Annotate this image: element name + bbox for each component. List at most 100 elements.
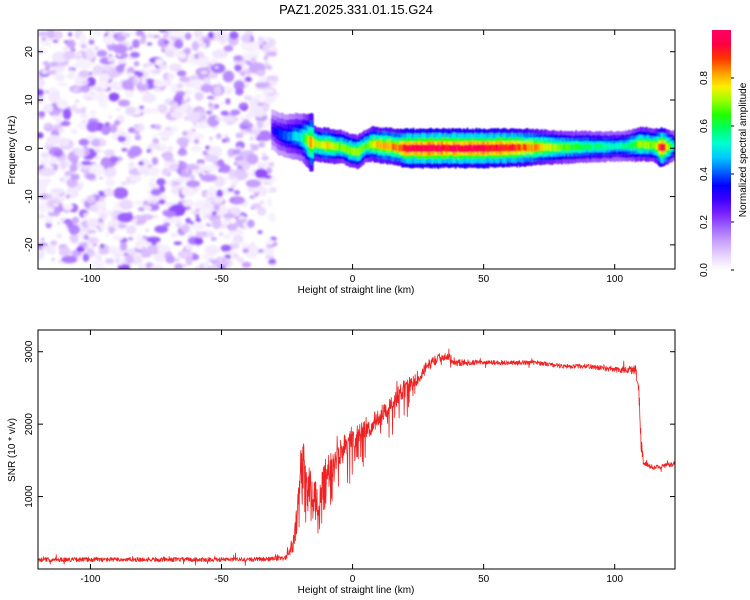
- ridge-cell: [323, 142, 326, 149]
- ridge-cell: [322, 141, 325, 148]
- noise-blob: [69, 164, 78, 173]
- ridge-cell: [328, 142, 331, 149]
- noise-blob: [217, 81, 222, 85]
- ridge-cell: [479, 144, 482, 152]
- noise-blob: [193, 230, 198, 233]
- noise-blob: [86, 76, 96, 88]
- ridge-cell: [405, 144, 407, 152]
- ridge-cell: [667, 143, 669, 150]
- noise-blob: [86, 241, 96, 250]
- noise-blob: [196, 159, 205, 165]
- noise-blob: [173, 49, 180, 56]
- ridge-cell: [297, 133, 300, 142]
- noise-blob: [56, 81, 69, 87]
- noise-blob: [87, 229, 97, 234]
- noise-blob: [216, 133, 222, 139]
- noise-blob: [245, 179, 261, 188]
- noise-blob: [238, 215, 246, 220]
- noise-blob: [173, 241, 182, 245]
- noise-blob: [246, 128, 253, 133]
- ridge-cell: [410, 144, 412, 153]
- ridge-cell: [461, 144, 464, 153]
- noise-blob: [53, 150, 63, 156]
- noise-blob: [122, 30, 126, 33]
- x-tick-label: 0: [350, 274, 356, 285]
- noise-blob: [261, 151, 266, 156]
- noise-blob: [89, 109, 97, 117]
- noise-blob: [84, 149, 90, 156]
- ridge-cell: [467, 144, 470, 152]
- ridge-cell: [315, 141, 318, 148]
- noise-blob: [48, 91, 61, 103]
- noise-blob: [81, 160, 92, 166]
- noise-blob: [229, 177, 235, 181]
- noise-blob: [82, 253, 90, 262]
- noise-blob: [150, 188, 162, 196]
- noise-blob: [139, 264, 147, 269]
- ridge-cell: [359, 146, 361, 154]
- ridge-cell: [349, 146, 352, 154]
- ridge-cell: [570, 144, 572, 151]
- noise-blob: [203, 214, 209, 219]
- ridge-cell: [592, 143, 595, 150]
- noise-blob: [46, 199, 60, 208]
- ridge-cell: [452, 144, 454, 153]
- noise-blob: [153, 252, 168, 263]
- noise-blob: [210, 237, 217, 241]
- noise-blob: [125, 72, 136, 78]
- noise-blob: [170, 232, 177, 238]
- noise-blob: [120, 131, 127, 137]
- noise-blob: [57, 222, 60, 225]
- ridge-cell: [373, 141, 376, 148]
- noise-blob: [167, 73, 175, 80]
- noise-blob: [182, 95, 188, 101]
- noise-blob: [41, 37, 47, 41]
- ridge-cell: [355, 148, 357, 155]
- noise-blob: [40, 238, 45, 241]
- noise-blob: [161, 151, 174, 160]
- ridge-cell: [428, 144, 431, 152]
- noise-blob: [225, 177, 230, 181]
- noise-blob: [113, 187, 129, 199]
- ridge-cell: [288, 132, 291, 141]
- noise-blob: [136, 81, 149, 92]
- noise-blob: [96, 93, 108, 104]
- ridge-cell: [292, 131, 294, 141]
- noise-blob: [249, 128, 261, 136]
- ridge-cell: [393, 143, 395, 151]
- noise-blob: [256, 102, 265, 106]
- ridge-cell: [414, 144, 416, 152]
- noise-blob: [139, 37, 147, 45]
- ridge-cell: [360, 146, 363, 153]
- ridge-cell: [640, 141, 643, 148]
- noise-blob: [59, 128, 65, 133]
- ridge-cell: [673, 143, 675, 149]
- ridge-cell: [436, 144, 439, 153]
- ridge-cell: [453, 144, 456, 152]
- noise-blob: [195, 231, 204, 239]
- ridge-cell: [660, 143, 663, 152]
- ridge-cell: [272, 126, 275, 135]
- ridge-cell: [626, 143, 629, 150]
- noise-blob: [249, 136, 254, 141]
- ridge-cell: [530, 144, 533, 152]
- noise-blob: [223, 218, 228, 223]
- ridge-cell: [522, 143, 525, 151]
- ridge-cell: [369, 141, 372, 148]
- noise-blob: [128, 163, 132, 167]
- noise-blob: [145, 229, 149, 232]
- ridge-cell: [336, 143, 339, 150]
- noise-blob: [46, 30, 55, 40]
- noise-blob: [125, 106, 136, 115]
- ridge-cell: [444, 144, 447, 152]
- noise-blob: [132, 39, 140, 49]
- noise-blob: [128, 127, 136, 133]
- ridge-cell: [490, 144, 492, 152]
- spectrogram-y-ticks: -20 -10 0 10 20: [24, 46, 675, 252]
- ridge-cell: [465, 144, 467, 153]
- noise-blob: [112, 235, 124, 241]
- ridge-cell: [571, 144, 574, 151]
- noise-blob: [90, 91, 96, 95]
- ridge-cell: [466, 145, 469, 153]
- ridge-cell: [372, 141, 374, 148]
